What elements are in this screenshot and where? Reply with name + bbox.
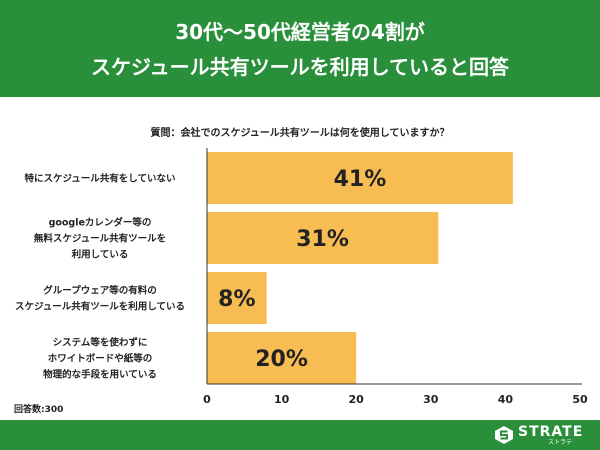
category-label-1: 特にスケジュール共有をしていない [24,173,175,185]
x-tick-label-40: 40 [498,393,514,406]
x-tick-label-30: 30 [423,393,439,406]
value-labels-group: 41% 31% 8% 20% [218,167,386,372]
survey-question: 質問：会社でのスケジュール共有ツールは何を使用していますか？ [150,128,450,139]
title-banner: 30代〜50代経営者の4割が スケジュール共有ツールを利用していると回答 [0,0,600,97]
category-label-line: システム等を使わずに [53,337,148,349]
bar-4 [207,332,357,384]
bar-2 [207,212,439,264]
x-tick-label-20: 20 [349,393,365,406]
x-tick-label-50: 50 [572,393,588,406]
strate-logo: STRATE ストラテ [494,424,594,448]
category-label-line: グループウェア等の有料の [43,285,156,297]
x-axis-ticks-group: 0 10 20 30 40 50 [203,393,588,406]
bar-value-label-1: 41% [334,167,387,192]
x-tick-label-10: 10 [274,393,290,406]
bar-value-label-2: 31% [296,227,349,252]
bar-3 [207,272,267,324]
bar-value-label-4: 20% [255,347,308,372]
strate-logo-icon [495,426,513,444]
category-label-line: ホワイトボードや紙等の [48,353,153,365]
category-label-line: googleカレンダー等の [49,217,152,229]
bar-value-label-3: 8% [218,287,255,312]
category-label-line: 物理的な手段を用いている [43,369,157,381]
title-line-2: スケジュール共有ツールを利用していると回答 [91,55,509,79]
x-tick-label-0: 0 [203,393,211,406]
brand-subname: ストラテ [548,439,573,446]
category-label-line: 利用している [71,249,129,261]
category-label-line: 特にスケジュール共有をしていない [24,173,175,185]
bars-group [207,152,513,384]
bar-chart: 41% 31% 8% 20% 特にスケジュール共有をしていない googleカレンダー等… [15,148,588,406]
bar-1 [207,152,513,204]
category-labels-group: 特にスケジュール共有をしていない googleカレンダー等の無料スケジュール共有ツ… [15,173,185,381]
category-label-line: スケジュール共有ツールを利用している [15,301,185,313]
respondent-count: 回答数:300 [14,405,64,415]
brand-name: STRATE [518,424,584,440]
category-label-line: 無料スケジュール共有ツールを [34,233,166,245]
title-line-1: 30代〜50代経営者の4割が [175,20,425,44]
